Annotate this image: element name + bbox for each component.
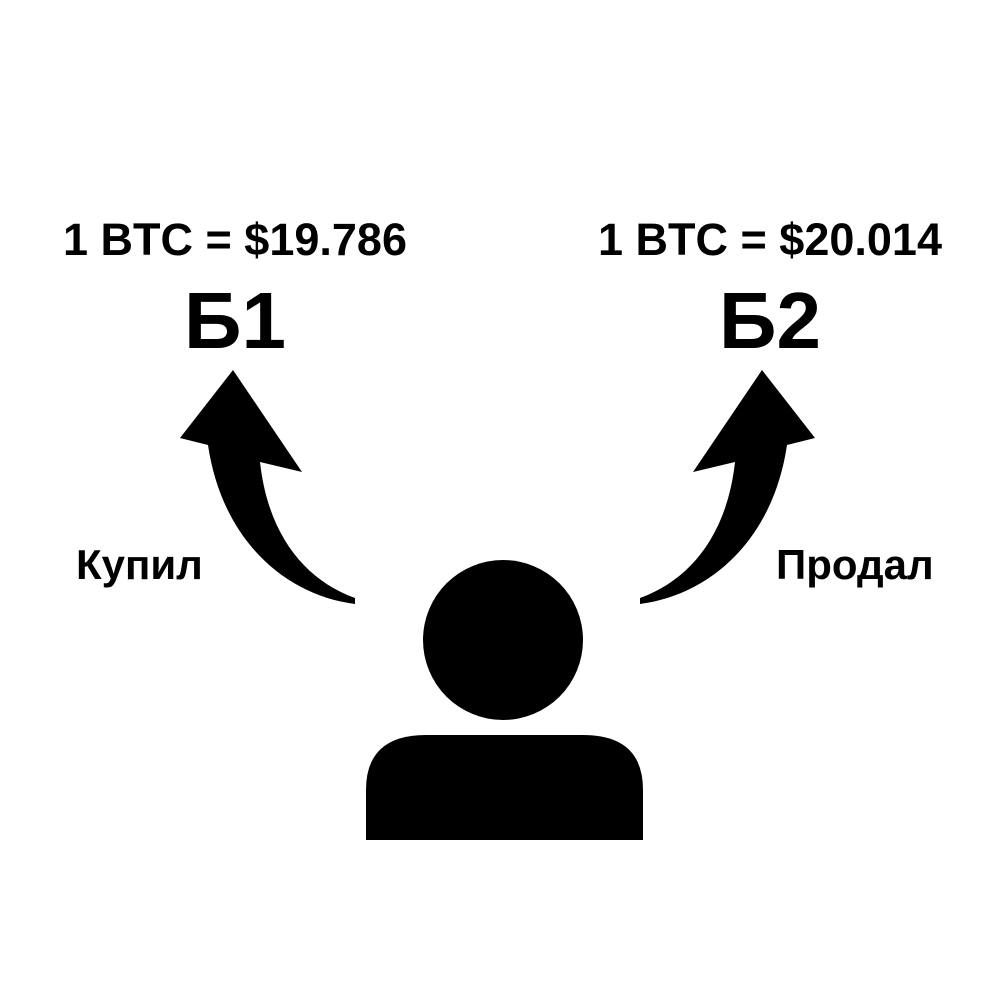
person-head: [423, 560, 583, 720]
sell-price-label: 1 BTC = $20.014: [598, 214, 942, 265]
exchange-b1-label: Б1: [184, 276, 286, 365]
buy-action-label: Купил: [76, 541, 203, 588]
sell-action-label: Продал: [776, 541, 934, 588]
curved-arrow-up-left-icon: [180, 370, 355, 604]
buy-price-label: 1 BTC = $19.786: [63, 214, 407, 265]
person-body: [366, 735, 643, 840]
curved-arrow-up-right-icon: [640, 370, 815, 604]
exchange-b2-label: Б2: [719, 276, 821, 365]
person-icon: [366, 560, 643, 840]
